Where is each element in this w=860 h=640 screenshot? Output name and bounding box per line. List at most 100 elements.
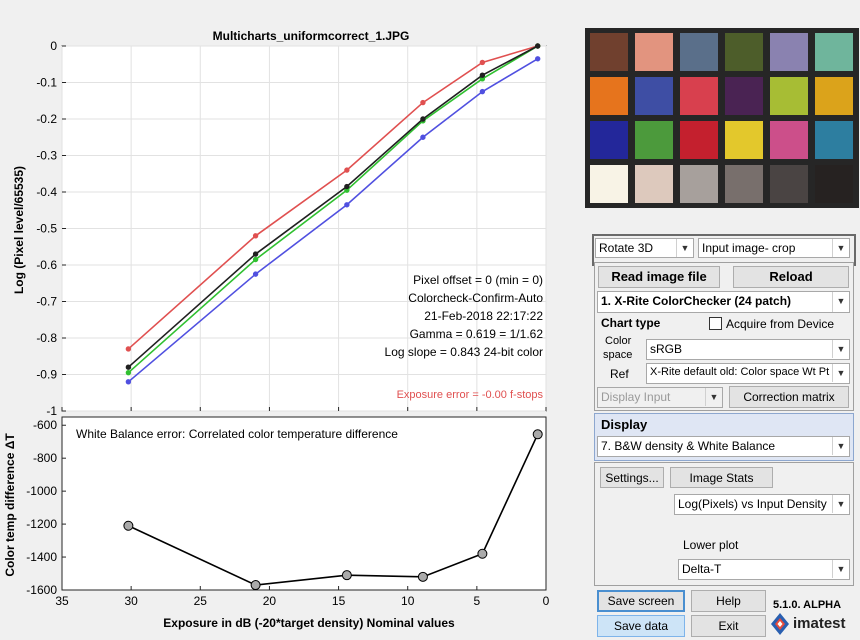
correction-matrix-button[interactable]: Correction matrix (729, 386, 849, 408)
data-point (123, 520, 134, 531)
input-image-select[interactable]: Input image- crop ▼ (698, 238, 850, 258)
x-tick-label: 35 (55, 594, 69, 608)
y-tick-label: -0.6 (36, 258, 57, 272)
color-patch (815, 77, 853, 115)
series-line (127, 45, 539, 368)
chart-select[interactable]: 1. X-Rite ColorChecker (24 patch) ▼ (597, 291, 850, 313)
chevron-down-icon: ▼ (832, 560, 849, 578)
color-patch (590, 121, 628, 159)
y-tick-label: -0.9 (36, 368, 57, 382)
chevron-down-icon: ▼ (676, 239, 693, 257)
data-point (125, 369, 132, 376)
image-stats-button[interactable]: Image Stats (670, 467, 773, 488)
x-tick-label: 15 (332, 594, 346, 608)
annotation-pixel-offset: Pixel offset = 0 (min = 0) (413, 273, 543, 287)
settings-button[interactable]: Settings... (600, 467, 664, 488)
lower-y-label: Color temp difference ΔT (3, 433, 17, 577)
y-tick-label: -1200 (26, 517, 57, 531)
lower-plot-label: Lower plot (683, 538, 739, 552)
y-tick-label: -0.4 (36, 185, 57, 199)
display-select-value: 7. B&W density & White Balance (601, 439, 776, 453)
plot-type-select[interactable]: Log(Pixels) vs Input Density ▼ (674, 494, 850, 515)
color-patch (770, 77, 808, 115)
display-input-select[interactable]: Display Input ▼ (597, 387, 723, 408)
lower-plot-select[interactable]: Delta-T ▼ (678, 559, 850, 580)
color-patch (815, 121, 853, 159)
data-point (344, 183, 350, 190)
color-patch (725, 121, 763, 159)
acquire-label: Acquire from Device (726, 317, 835, 331)
color-patch (590, 77, 628, 115)
color-patch (725, 33, 763, 71)
lower-plot-select-value: Delta-T (682, 562, 722, 576)
x-tick-label: 0 (543, 594, 550, 608)
data-point (125, 346, 132, 352)
data-point (420, 134, 426, 140)
y-tick-label: -1600 (26, 583, 57, 597)
data-point (479, 59, 486, 66)
color-space-label-2: space (603, 349, 633, 361)
data-point (344, 202, 350, 208)
help-button[interactable]: Help (691, 590, 766, 612)
data-point (344, 167, 350, 173)
y-tick-label: 0 (50, 39, 57, 53)
y-tick-label: -1400 (26, 550, 57, 564)
chevron-down-icon: ▼ (832, 340, 849, 358)
ref-select[interactable]: X-Rite default old: Color space Wt Pt ▼ (646, 363, 850, 384)
x-tick-label: 20 (263, 594, 277, 608)
acquire-checkbox[interactable] (709, 317, 722, 330)
color-patch (590, 33, 628, 71)
data-point (252, 251, 259, 257)
y-tick-label: -0.5 (36, 222, 57, 236)
data-point (532, 429, 543, 440)
color-space-select[interactable]: sRGB ▼ (646, 339, 850, 360)
chevron-down-icon: ▼ (832, 437, 849, 455)
color-patch (680, 121, 718, 159)
color-patch (635, 165, 673, 203)
x-tick-label: 5 (474, 594, 481, 608)
save-screen-button[interactable]: Save screen (597, 590, 685, 612)
annotation-exposure-error: Exposure error = -0.00 f-stops (397, 389, 544, 401)
color-space-select-value: sRGB (650, 342, 683, 356)
data-point (479, 72, 486, 78)
series-line (127, 45, 539, 374)
data-point (417, 571, 428, 582)
annotation-gamma: Gamma = 0.619 = 1/1.62 (410, 327, 544, 341)
reload-button[interactable]: Reload (733, 266, 849, 288)
data-point (477, 548, 488, 559)
chevron-down-icon: ▼ (832, 239, 849, 257)
color-patch (680, 77, 718, 115)
color-patch (815, 165, 853, 203)
display-header: Display (601, 417, 648, 432)
series-line (127, 58, 539, 383)
data-point (250, 580, 261, 591)
data-point (252, 271, 259, 277)
color-patch (680, 33, 718, 71)
annotation-method: Colorcheck-Confirm-Auto (408, 291, 543, 305)
exit-button[interactable]: Exit (691, 615, 766, 637)
rotate-select[interactable]: Rotate 3D ▼ (595, 238, 694, 258)
y-tick-label: -0.8 (36, 331, 57, 345)
chevron-down-icon: ▼ (832, 292, 849, 312)
y-tick-label: -0.1 (36, 76, 57, 90)
imatest-brand: imatest (793, 615, 846, 632)
color-patch (635, 77, 673, 115)
plot-type-select-value: Log(Pixels) vs Input Density (678, 497, 827, 511)
upper-plot-title: Multicharts_uniformcorrect_1.JPG (213, 29, 410, 43)
color-patch (770, 165, 808, 203)
read-image-file-button[interactable]: Read image file (598, 266, 720, 288)
chart-type-label: Chart type (601, 316, 661, 330)
ref-select-value: X-Rite default old: Color space Wt Pt (650, 366, 830, 378)
data-point (479, 88, 486, 95)
imatest-logo-icon (771, 613, 789, 635)
y-tick-label: -0.3 (36, 149, 57, 163)
x-tick-label: 10 (401, 594, 415, 608)
version-label: 5.1.0. ALPHA (773, 599, 842, 611)
display-select[interactable]: 7. B&W density & White Balance ▼ (597, 436, 850, 457)
y-tick-label: -800 (33, 451, 57, 465)
annotation-date: 21-Feb-2018 22:17:22 (424, 309, 543, 323)
data-point (125, 364, 132, 370)
save-data-button[interactable]: Save data (597, 615, 685, 637)
y-tick-label: -0.2 (36, 112, 57, 126)
color-patch (815, 33, 853, 71)
